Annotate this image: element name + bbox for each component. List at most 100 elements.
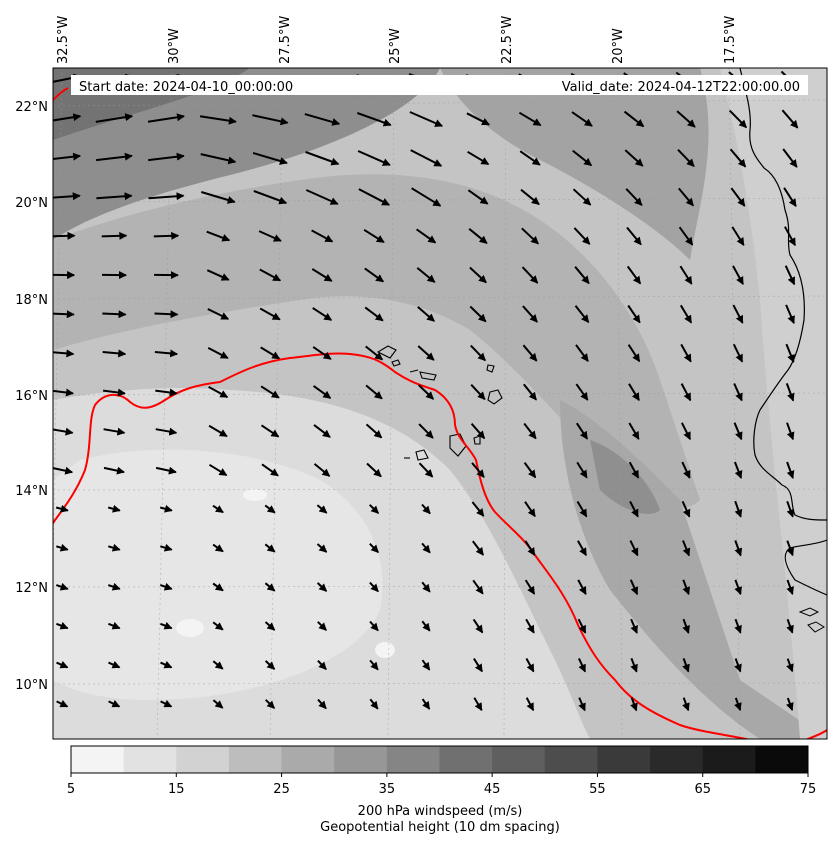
lat-label: 12°N <box>15 581 48 596</box>
wind-vector <box>206 230 231 242</box>
wind-vector <box>207 347 229 359</box>
wind-vector <box>366 462 382 478</box>
wind-vector <box>730 187 746 207</box>
wind-vector <box>786 579 794 595</box>
lon-label: 25°W <box>388 28 403 64</box>
wind-vector <box>304 113 341 126</box>
valid-date-label: Valid_date: 2024-04-12T22:00:00.00 <box>562 80 800 95</box>
wind-vector <box>785 383 795 402</box>
wind-vector <box>102 310 127 319</box>
colorbar-swatch <box>386 746 440 773</box>
wind-vector <box>316 543 328 553</box>
wind-vector <box>56 699 69 708</box>
wind-vector <box>572 149 593 167</box>
wind-vector <box>207 308 230 320</box>
wind-vector <box>782 148 798 168</box>
wind-vector <box>312 307 333 321</box>
wind-vector <box>55 504 69 513</box>
wind-vector <box>625 188 643 206</box>
wind-vector <box>682 618 690 634</box>
wind-vector <box>468 228 488 244</box>
wind-vector <box>421 698 431 710</box>
lat-label: 18°N <box>15 293 48 308</box>
bijagos-islands <box>798 607 825 633</box>
wind-vector <box>53 388 74 397</box>
wind-vector <box>53 466 74 475</box>
wind-vector <box>783 187 797 208</box>
lon-label: 27.5°W <box>278 16 293 64</box>
wind-vector <box>784 265 796 286</box>
wind-vector <box>160 699 173 708</box>
wind-vector <box>103 466 125 475</box>
wind-vector <box>159 582 173 591</box>
wind-vector <box>96 192 133 201</box>
wind-vector <box>95 152 133 162</box>
colorbar-swatch <box>71 746 125 773</box>
wind-vector <box>786 618 794 634</box>
wind-vector <box>260 385 280 399</box>
wind-vector <box>108 699 121 708</box>
wind-vector <box>733 422 743 441</box>
wind-vector <box>155 388 178 397</box>
wind-vector <box>418 423 434 439</box>
wind-vector <box>629 540 639 557</box>
colorbar-swatch <box>123 746 177 773</box>
colorbar-swatch <box>597 746 651 773</box>
graticule <box>53 68 827 739</box>
wind-vector <box>212 582 224 592</box>
wind-vector <box>316 582 328 592</box>
wind-vector <box>681 461 691 479</box>
wind-vector <box>786 697 794 711</box>
windspeed-jet-core <box>53 68 440 240</box>
wind-vector <box>681 500 691 518</box>
wind-vector <box>317 621 327 631</box>
wind-vector <box>677 149 695 168</box>
wind-vector <box>418 462 434 478</box>
wind-vector <box>734 579 742 596</box>
wind-vector <box>264 582 276 592</box>
wind-vector <box>102 388 126 397</box>
wind-vector <box>369 581 379 593</box>
wind-vector <box>369 543 379 554</box>
wind-vector <box>259 307 281 321</box>
colorbar-swatch <box>281 746 335 773</box>
wind-vector <box>369 504 380 514</box>
wind-vector <box>108 660 121 669</box>
windspeed-min-patch-3 <box>243 489 267 501</box>
wind-vector <box>160 660 173 669</box>
wind-vector <box>576 461 588 479</box>
wind-vector <box>682 579 690 596</box>
colorbar-ticks: 5 15 25 35 45 55 65 75 <box>67 773 816 797</box>
colorbar-swatch <box>702 746 756 773</box>
wind-vector <box>572 188 592 206</box>
windspeed-min-patch-2 <box>375 642 395 658</box>
wind-vector <box>421 542 431 554</box>
wind-vector <box>734 618 742 634</box>
colorbar-swatch <box>650 746 704 773</box>
wind-vector <box>734 658 742 673</box>
wind-vector <box>102 349 127 358</box>
wind-vector <box>199 115 237 125</box>
wind-vector <box>784 226 796 247</box>
wind-vector <box>107 582 121 591</box>
wind-vector <box>53 113 82 122</box>
wind-vectors <box>53 70 800 712</box>
wind-vector <box>317 660 327 671</box>
wind-vector <box>681 422 691 441</box>
wind-vector <box>627 344 641 363</box>
wind-vector <box>208 463 228 477</box>
wind-vector <box>682 697 690 712</box>
wind-vector <box>734 500 743 518</box>
wind-vector <box>416 267 436 283</box>
wind-vector <box>573 227 591 245</box>
wind-vector <box>524 501 536 518</box>
wind-vector <box>316 504 328 514</box>
africa-coastline-south <box>784 539 827 596</box>
date-header-box <box>71 75 808 95</box>
wind-vector <box>159 504 173 513</box>
wind-vector <box>264 543 276 553</box>
wind-vector <box>317 698 327 710</box>
africa-coastline <box>739 68 827 521</box>
cape-verde-islands <box>376 345 503 461</box>
wind-vector <box>574 266 590 285</box>
